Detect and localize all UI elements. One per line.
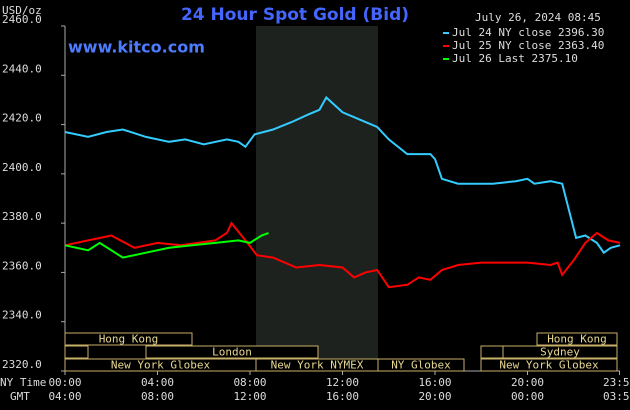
- y-tick-label: 2460.0: [2, 13, 42, 26]
- x-axis-label: NY Time: [0, 376, 46, 389]
- site: www.kitco.com: [68, 38, 205, 57]
- session-label: London: [212, 346, 252, 359]
- x-tick-label: 12:00: [326, 376, 359, 389]
- session-label: New York Globex: [499, 359, 599, 372]
- session-label: Hong Kong: [547, 333, 607, 346]
- session-box: [64, 345, 89, 359]
- series-line: [64, 95, 621, 255]
- y-tick-label: 2420.0: [2, 112, 42, 125]
- legend-label: Jul 24 NY close 2396.30: [452, 26, 604, 39]
- x-tick-label: 20:00: [511, 376, 544, 389]
- session-label: Hong Kong: [99, 333, 159, 346]
- session-box: [64, 332, 193, 346]
- legend-label: Jul 25 NY close 2363.40: [452, 39, 604, 52]
- y-tick-label: 2400.0: [2, 161, 42, 174]
- session-box: [536, 332, 618, 346]
- gmt-tick-label: 16:00: [326, 390, 359, 403]
- x-tick-label: 04:00: [141, 376, 174, 389]
- timestamp: July 26, 2024 08:45: [475, 11, 601, 24]
- x-tick-label: 08:00: [233, 376, 266, 389]
- session-box: [377, 358, 465, 372]
- gmt-tick-label: 03:59: [603, 390, 630, 403]
- gmt-tick-label: 12:00: [233, 390, 266, 403]
- nymex-shade: [256, 26, 378, 371]
- x-tick-label: 16:00: [418, 376, 451, 389]
- unit-label: USD/oz: [2, 4, 42, 17]
- x-tick-label: 23:59: [603, 376, 630, 389]
- session-label: NY Globex: [391, 359, 451, 372]
- x2-axis-label: GMT: [10, 390, 30, 403]
- session-label: Sydney: [540, 346, 580, 359]
- session-box: [145, 345, 319, 359]
- legend-label: Jul 26 Last 2375.10: [452, 52, 578, 65]
- y-tick-label: 2440.0: [2, 62, 42, 75]
- chart-title: 24 Hour Spot Gold (Bid): [181, 5, 409, 25]
- gmt-tick-label: 00:00: [511, 390, 544, 403]
- gmt-tick-label: 20:00: [418, 390, 451, 403]
- y-tick-label: 2340.0: [2, 309, 42, 322]
- y-tick-label: 2380.0: [2, 210, 42, 223]
- session-label: New York NYMEX: [271, 359, 364, 372]
- session-box: [502, 345, 618, 359]
- session-label: New York Globex: [111, 359, 211, 372]
- gmt-tick-label: 08:00: [141, 390, 174, 403]
- series-line: [64, 232, 269, 259]
- x-tick-label: 00:00: [48, 376, 81, 389]
- session-box: [480, 358, 618, 372]
- session-box: [480, 345, 504, 359]
- y-tick-label: 2360.0: [2, 259, 42, 272]
- y-tick-label: 2320.0: [2, 358, 42, 371]
- gmt-tick-label: 04:00: [48, 390, 81, 403]
- series-line: [64, 221, 621, 289]
